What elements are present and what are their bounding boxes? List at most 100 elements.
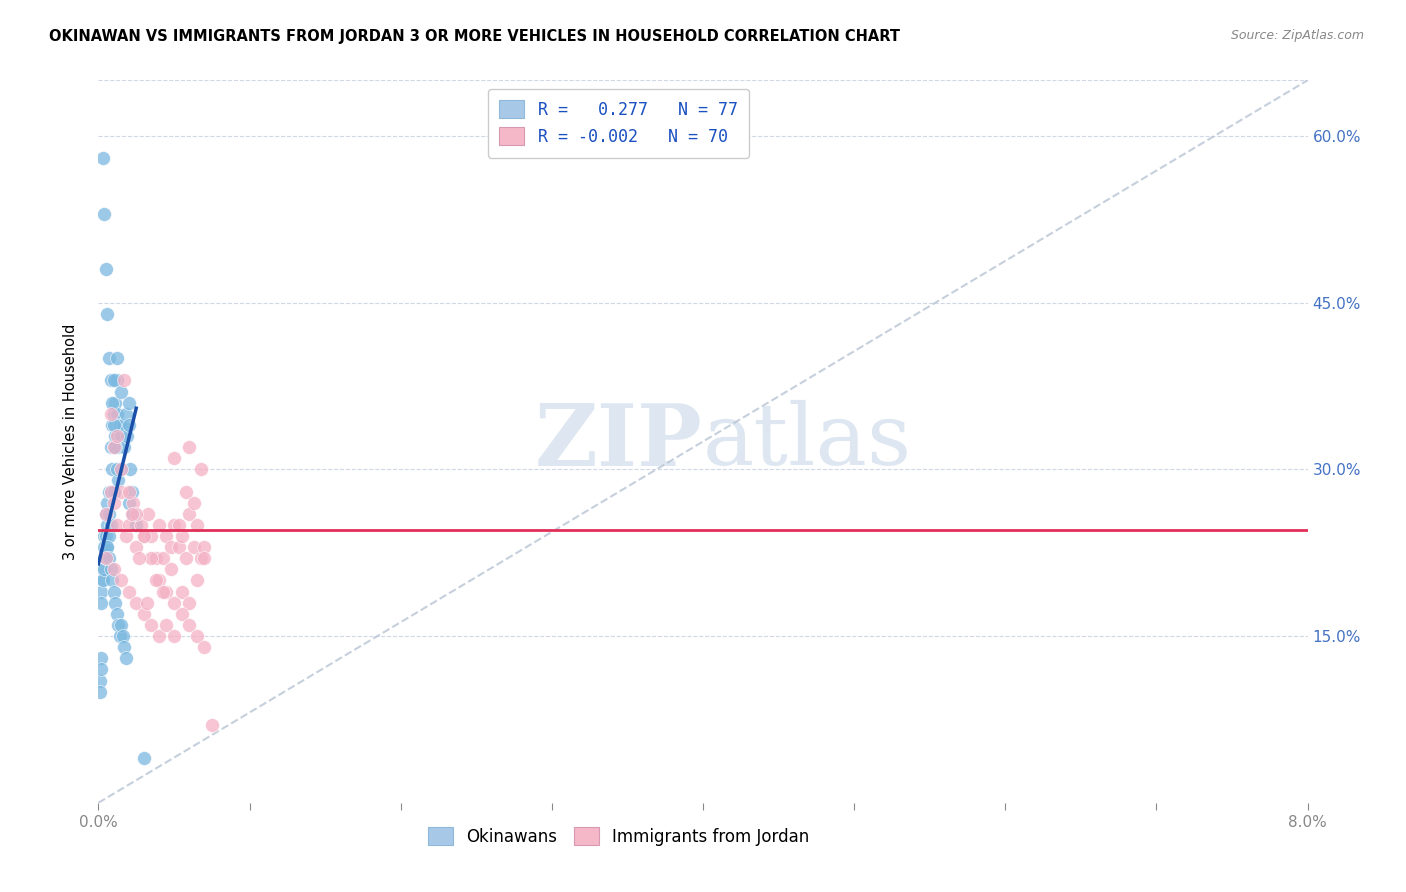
Point <box>122 507 145 521</box>
Point <box>125 517 148 532</box>
Point <box>112 373 135 387</box>
Point <box>118 517 141 532</box>
Point <box>94 551 117 566</box>
Point <box>118 484 141 499</box>
Point <box>141 551 163 566</box>
Point <box>94 551 117 566</box>
Point <box>121 507 143 521</box>
Text: ZIP: ZIP <box>536 400 703 483</box>
Point <box>103 562 125 576</box>
Point <box>105 462 128 476</box>
Point <box>167 517 190 532</box>
Point <box>93 207 115 221</box>
Point <box>91 562 114 576</box>
Point <box>108 417 131 432</box>
Point <box>179 596 201 610</box>
Point <box>100 484 122 499</box>
Point <box>101 395 124 409</box>
Point <box>108 629 131 643</box>
Point <box>174 551 197 566</box>
Point <box>103 417 125 432</box>
Point <box>94 507 117 521</box>
Point <box>167 540 190 554</box>
Point <box>114 529 136 543</box>
Point <box>111 417 134 432</box>
Point <box>100 484 122 499</box>
Point <box>105 607 128 621</box>
Point <box>132 529 155 543</box>
Point <box>114 651 136 665</box>
Point <box>125 596 148 610</box>
Point <box>163 596 186 610</box>
Point <box>110 384 132 399</box>
Point <box>118 417 141 432</box>
Point <box>103 496 125 510</box>
Point <box>90 584 112 599</box>
Point <box>98 529 121 543</box>
Point <box>110 574 132 588</box>
Point <box>90 662 112 676</box>
Legend: Okinawans, Immigrants from Jordan: Okinawans, Immigrants from Jordan <box>420 821 815 852</box>
Point <box>101 417 124 432</box>
Point <box>110 462 132 476</box>
Point <box>128 551 150 566</box>
Point <box>110 484 132 499</box>
Point <box>101 574 124 588</box>
Point <box>103 407 125 421</box>
Text: Source: ZipAtlas.com: Source: ZipAtlas.com <box>1230 29 1364 42</box>
Point <box>110 618 132 632</box>
Point <box>100 373 122 387</box>
Point <box>107 474 129 488</box>
Y-axis label: 3 or more Vehicles in Household: 3 or more Vehicles in Household <box>63 324 77 559</box>
Point <box>122 496 145 510</box>
Point <box>183 540 205 554</box>
Point <box>163 629 186 643</box>
Point <box>91 151 114 165</box>
Text: atlas: atlas <box>703 400 912 483</box>
Point <box>179 440 201 454</box>
Point <box>186 517 208 532</box>
Point <box>98 551 121 566</box>
Point <box>104 429 127 443</box>
Point <box>94 529 117 543</box>
Point <box>118 584 141 599</box>
Point <box>190 551 212 566</box>
Point <box>148 517 170 532</box>
Point <box>107 440 129 454</box>
Point <box>105 351 128 366</box>
Point <box>160 540 183 554</box>
Point <box>93 540 115 554</box>
Point <box>135 596 157 610</box>
Point <box>105 517 128 532</box>
Point <box>152 584 174 599</box>
Point <box>141 618 163 632</box>
Point <box>125 540 148 554</box>
Point <box>163 451 186 466</box>
Point <box>129 517 152 532</box>
Point <box>90 651 112 665</box>
Text: OKINAWAN VS IMMIGRANTS FROM JORDAN 3 OR MORE VEHICLES IN HOUSEHOLD CORRELATION C: OKINAWAN VS IMMIGRANTS FROM JORDAN 3 OR … <box>49 29 900 44</box>
Point <box>145 574 167 588</box>
Point <box>155 529 177 543</box>
Point <box>96 496 118 510</box>
Point <box>132 751 155 765</box>
Point <box>193 551 215 566</box>
Point <box>110 462 132 476</box>
Point <box>100 440 122 454</box>
Point <box>96 540 118 554</box>
Point <box>125 507 148 521</box>
Point <box>170 607 193 621</box>
Point <box>115 429 138 443</box>
Point <box>155 618 177 632</box>
Point <box>103 373 125 387</box>
Point <box>96 540 118 554</box>
Point <box>98 351 121 366</box>
Point <box>155 584 177 599</box>
Point <box>105 407 128 421</box>
Point <box>94 551 117 566</box>
Point <box>148 629 170 643</box>
Point <box>89 684 111 698</box>
Point <box>96 517 118 532</box>
Point <box>132 607 155 621</box>
Point <box>152 551 174 566</box>
